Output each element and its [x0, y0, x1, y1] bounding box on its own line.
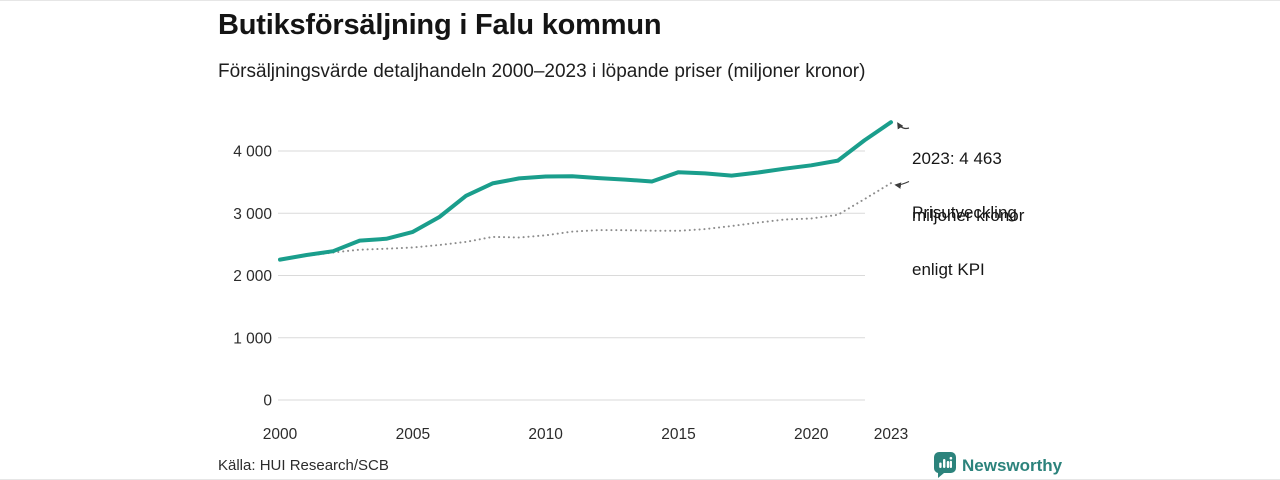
chart-title: Butiksförsäljning i Falu kommun [218, 9, 662, 41]
x-tick-label: 2023 [874, 426, 908, 443]
y-tick-label: 3 000 [233, 206, 272, 223]
brand-name: Newsworthy [962, 455, 1063, 475]
y-tick-label: 4 000 [233, 144, 272, 161]
annotation-arrow-kpi [894, 180, 910, 189]
annotation-kpi-line1: Prisutveckling [912, 203, 1017, 222]
y-tick-label: 2 000 [233, 268, 272, 285]
x-tick-label: 2005 [396, 426, 430, 443]
annotation-sales-2023: 2023: 4 463 miljoner kronor [912, 111, 1024, 263]
annotation-kpi-line2: enligt KPI [912, 260, 985, 279]
newsworthy-logo-icon [934, 452, 956, 478]
source-note: Källa: HUI Research/SCB [218, 457, 389, 474]
annotation-arrow-sales [897, 122, 910, 130]
annotation-sales-line1: 2023: 4 463 [912, 149, 1002, 168]
x-tick-label: 2020 [794, 426, 829, 443]
x-tick-label: 2015 [661, 426, 695, 443]
annotation-sales-line2: miljoner kronor [912, 206, 1025, 225]
chart-subtitle: Försäljningsvärde detaljhandeln 2000–202… [218, 61, 866, 82]
kpi-line [279, 182, 892, 261]
annotation-kpi: Prisutveckling enligt KPI [912, 165, 1017, 317]
y-tick-label: 0 [263, 393, 272, 410]
x-tick-label: 2010 [528, 426, 563, 443]
sales-line [278, 120, 893, 262]
x-tick-label: 2000 [263, 426, 298, 443]
y-tick-label: 1 000 [233, 330, 272, 347]
brand-footer: Newsworthy [934, 452, 1062, 479]
